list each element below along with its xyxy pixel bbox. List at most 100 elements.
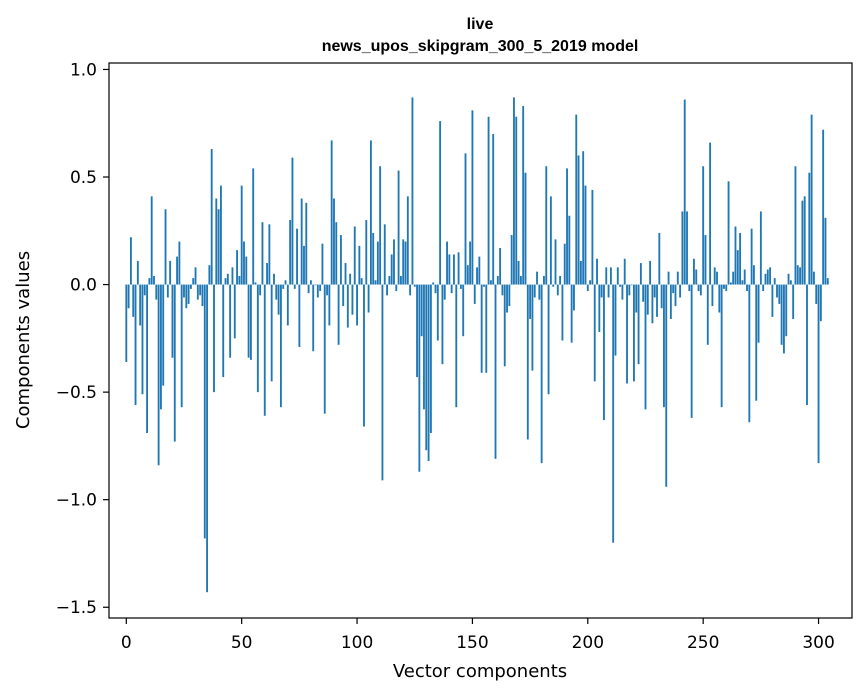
bar-182: [545, 166, 548, 285]
bar-220: [633, 284, 635, 382]
bar-215: [621, 284, 624, 300]
bar-286: [785, 284, 788, 337]
x-tick-label-250: 250: [687, 633, 719, 653]
bar-149: [469, 241, 472, 285]
bar-304: [826, 278, 829, 285]
bar-169: [515, 116, 518, 285]
bar-251: [704, 235, 707, 285]
bar-193: [570, 284, 573, 343]
bar-28: [189, 284, 192, 289]
bar-74: [296, 228, 298, 285]
bar-176: [531, 284, 534, 371]
bar-21: [173, 284, 176, 442]
bar-36: [208, 265, 211, 285]
bar-228: [651, 284, 654, 324]
bar-98: [351, 284, 354, 315]
bar-207: [603, 284, 605, 421]
bar-302: [822, 129, 825, 285]
bar-142: [453, 254, 455, 285]
y-tick-label-4: 0.5: [70, 168, 97, 188]
bar-139: [446, 241, 448, 285]
bar-276: [762, 284, 765, 292]
bar-17: [164, 209, 167, 285]
bar-124: [411, 97, 414, 285]
bar-116: [393, 239, 395, 285]
bar-46: [231, 267, 234, 285]
bar-222: [637, 284, 640, 365]
bar-165: [506, 284, 508, 313]
bar-146: [462, 284, 465, 337]
bar-256: [716, 271, 718, 285]
bar-285: [783, 284, 785, 354]
bar-87: [326, 284, 328, 296]
bar-26: [185, 284, 188, 309]
bar-227: [649, 260, 652, 285]
bar-43: [224, 278, 227, 285]
bar-192: [568, 215, 571, 285]
bar-205: [598, 284, 601, 332]
bar-58: [259, 284, 262, 296]
bar-294: [803, 196, 806, 285]
bar-49: [238, 275, 241, 285]
bar-272: [753, 265, 755, 285]
bar-196: [577, 155, 580, 285]
bar-152: [476, 267, 478, 285]
bar-300: [817, 284, 820, 464]
bar-168: [513, 97, 515, 285]
bar-261: [727, 181, 730, 285]
bar-187: [556, 284, 559, 296]
bar-68: [282, 284, 285, 289]
bar-61: [266, 263, 268, 285]
bar-266: [739, 232, 742, 285]
bar-295: [806, 284, 808, 406]
bar-206: [600, 284, 603, 298]
bar-0: [125, 284, 128, 363]
bar-189: [561, 284, 564, 341]
bar-230: [656, 284, 658, 317]
bar-137: [441, 284, 444, 365]
bar-282: [776, 284, 778, 298]
bar-175: [529, 284, 532, 319]
bar-107: [372, 232, 375, 285]
bar-88: [328, 284, 331, 326]
bar-64: [273, 273, 275, 285]
chart-title-line-1: live: [467, 16, 494, 33]
bar-235: [667, 271, 670, 285]
bar-20: [171, 284, 174, 358]
bar-201: [589, 280, 592, 285]
bar-174: [526, 284, 529, 440]
bar-4: [134, 284, 137, 406]
bar-243: [686, 211, 688, 285]
bar-154: [480, 284, 483, 373]
bar-54: [249, 284, 252, 360]
bar-183: [547, 284, 550, 395]
bar-218: [628, 284, 631, 296]
bar-125: [413, 284, 416, 287]
bar-118: [397, 170, 400, 285]
bar-232: [660, 284, 663, 309]
bar-288: [789, 280, 792, 285]
bar-145: [459, 284, 462, 289]
bar-229: [653, 284, 656, 298]
bar-6: [139, 284, 142, 326]
bar-280: [771, 284, 774, 317]
bar-162: [499, 248, 502, 285]
bar-62: [268, 224, 271, 285]
bar-93: [339, 235, 342, 285]
bar-284: [780, 284, 783, 345]
bar-190: [563, 243, 566, 285]
bar-240: [679, 284, 682, 298]
bar-224: [642, 284, 645, 302]
bar-299: [815, 284, 818, 304]
x-tick-label-50: 50: [231, 633, 253, 653]
bar-86: [323, 284, 326, 414]
bar-185: [552, 284, 555, 287]
bar-260: [725, 284, 728, 292]
y-tick-label-2: −0.5: [56, 383, 97, 403]
bar-278: [766, 269, 769, 285]
bar-1: [127, 284, 130, 309]
bar-104: [365, 220, 368, 285]
bar-203: [593, 284, 596, 382]
bar-51: [243, 241, 245, 285]
bar-15: [159, 284, 162, 410]
